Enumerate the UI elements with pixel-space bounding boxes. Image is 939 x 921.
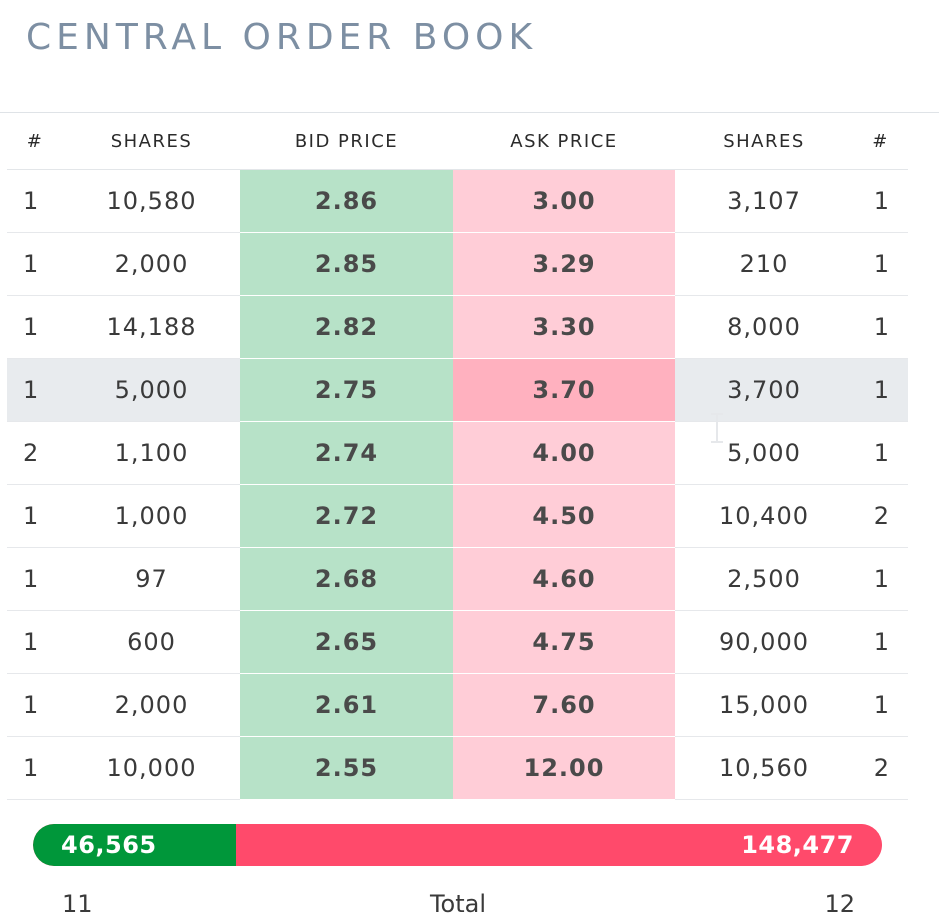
bid-price-cell: 2.61 <box>240 673 453 737</box>
ask-count-cell: 2 <box>853 484 908 548</box>
bid-count-cell: 2 <box>7 421 63 485</box>
bid-shares-cell: 97 <box>63 547 240 611</box>
ask-count-cell: 1 <box>853 358 908 422</box>
header-bid-shares[interactable]: SHARES <box>63 113 240 170</box>
ask-price-cell: 3.29 <box>453 232 675 296</box>
ask-shares-cell: 210 <box>675 232 853 296</box>
ask-count-cell: 1 <box>853 610 908 674</box>
bid-count-cell: 1 <box>7 673 63 737</box>
ask-total-shares: 148,477 <box>741 831 854 859</box>
table-row[interactable]: 1 14,188 2.82 3.30 8,000 1 <box>7 295 908 359</box>
bid-price-cell: 2.75 <box>240 358 453 422</box>
ask-price-cell: 4.60 <box>453 547 675 611</box>
bid-price-cell: 2.74 <box>240 421 453 485</box>
ask-price-cell: 4.00 <box>453 421 675 485</box>
ask-volume-bar <box>215 824 882 866</box>
bid-price-cell: 2.55 <box>240 736 453 800</box>
bid-shares-cell: 2,000 <box>63 673 240 737</box>
table-row[interactable]: 1 2,000 2.85 3.29 210 1 <box>7 232 908 296</box>
bid-price-cell: 2.68 <box>240 547 453 611</box>
bid-shares-cell: 1,100 <box>63 421 240 485</box>
ask-price-cell: 12.00 <box>453 736 675 800</box>
table-row[interactable]: 1 97 2.68 4.60 2,500 1 <box>7 547 908 611</box>
bid-price-cell: 2.86 <box>240 169 453 233</box>
table-row[interactable]: 2 1,100 2.74 4.00 5,000 1 <box>7 421 908 485</box>
header-bid-price[interactable]: BID PRICE <box>240 113 453 170</box>
ask-shares-cell: 10,400 <box>675 484 853 548</box>
bid-count-cell: 1 <box>7 295 63 359</box>
bid-count-cell: 1 <box>7 547 63 611</box>
bid-count-cell: 1 <box>7 736 63 800</box>
ask-price-cell: 3.00 <box>453 169 675 233</box>
header-ask-count[interactable]: # <box>853 113 908 170</box>
bid-count-cell: 1 <box>7 169 63 233</box>
bid-shares-cell: 600 <box>63 610 240 674</box>
ask-price-cell: 4.50 <box>453 484 675 548</box>
header-divider <box>0 112 939 113</box>
order-book-rows: 1 10,580 2.86 3.00 3,107 1 1 2,000 2.85 3.29 210 1 1… <box>7 169 908 800</box>
table-row[interactable]: 1 600 2.65 4.75 90,000 1 <box>7 610 908 674</box>
table-row[interactable]: 1 10,580 2.86 3.00 3,107 1 <box>7 169 908 233</box>
ask-count-cell: 1 <box>853 547 908 611</box>
ask-shares-cell: 10,560 <box>675 736 853 800</box>
bid-count-cell: 1 <box>7 610 63 674</box>
ask-price-cell: 3.30 <box>453 295 675 359</box>
ask-shares-cell: 15,000 <box>675 673 853 737</box>
bid-shares-cell: 1,000 <box>63 484 240 548</box>
bid-count-cell: 1 <box>7 358 63 422</box>
ask-count-cell: 1 <box>853 169 908 233</box>
ask-count-cell: 1 <box>853 673 908 737</box>
ask-price-cell: 4.75 <box>453 610 675 674</box>
ask-shares-cell: 3,107 <box>675 169 853 233</box>
table-header-row: # SHARES BID PRICE ASK PRICE SHARES # <box>7 113 908 170</box>
header-ask-price[interactable]: ASK PRICE <box>453 113 675 170</box>
text-cursor-icon <box>711 413 723 443</box>
bid-price-cell: 2.65 <box>240 610 453 674</box>
ask-count-cell: 2 <box>853 736 908 800</box>
ask-count-cell: 1 <box>853 421 908 485</box>
bid-price-cell: 2.85 <box>240 232 453 296</box>
header-ask-shares[interactable]: SHARES <box>675 113 853 170</box>
table-row[interactable]: 1 1,000 2.72 4.50 10,400 2 <box>7 484 908 548</box>
bid-total-shares: 46,565 <box>61 831 157 859</box>
table-row[interactable]: 1 10,000 2.55 12.00 10,560 2 <box>7 736 908 800</box>
table-row[interactable]: 1 5,000 2.75 3.70 3,700 1 <box>7 358 908 422</box>
bid-shares-cell: 14,188 <box>63 295 240 359</box>
bid-count-cell: 1 <box>7 484 63 548</box>
bid-volume-bar <box>33 824 236 866</box>
bid-total-orders: 11 <box>62 890 93 918</box>
header-bid-count[interactable]: # <box>7 113 63 170</box>
total-label: Total <box>429 890 487 918</box>
bid-shares-cell: 2,000 <box>63 232 240 296</box>
bid-shares-cell: 5,000 <box>63 358 240 422</box>
ask-price-cell: 3.70 <box>453 358 675 422</box>
ask-shares-cell: 8,000 <box>675 295 853 359</box>
bid-price-cell: 2.72 <box>240 484 453 548</box>
bid-price-cell: 2.82 <box>240 295 453 359</box>
page-title: CENTRAL ORDER BOOK <box>26 17 538 58</box>
ask-shares-cell: 3,700 <box>675 358 853 422</box>
ask-shares-cell: 5,000 <box>675 421 853 485</box>
ask-count-cell: 1 <box>853 295 908 359</box>
ask-shares-cell: 90,000 <box>675 610 853 674</box>
table-row[interactable]: 1 2,000 2.61 7.60 15,000 1 <box>7 673 908 737</box>
ask-price-cell: 7.60 <box>453 673 675 737</box>
bid-shares-cell: 10,580 <box>63 169 240 233</box>
bid-count-cell: 1 <box>7 232 63 296</box>
totals-bar: 46,565 148,477 <box>33 824 882 866</box>
bid-shares-cell: 10,000 <box>63 736 240 800</box>
ask-total-orders: 12 <box>824 890 855 918</box>
ask-shares-cell: 2,500 <box>675 547 853 611</box>
ask-count-cell: 1 <box>853 232 908 296</box>
